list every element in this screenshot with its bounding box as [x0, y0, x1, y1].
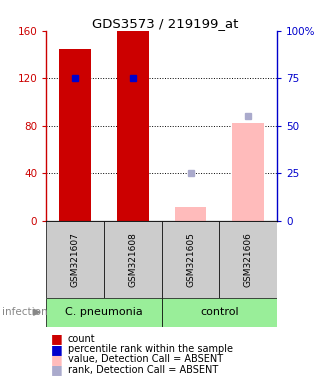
Bar — [104, 221, 162, 298]
Bar — [175, 207, 207, 221]
Text: GSM321607: GSM321607 — [71, 232, 80, 286]
Text: GSM321606: GSM321606 — [244, 232, 253, 286]
Bar — [46, 221, 104, 298]
Text: ■: ■ — [51, 353, 63, 366]
Text: value, Detection Call = ABSENT: value, Detection Call = ABSENT — [68, 354, 223, 364]
Text: GDS3573 / 219199_at: GDS3573 / 219199_at — [92, 17, 238, 30]
Text: control: control — [200, 307, 239, 318]
Text: percentile rank within the sample: percentile rank within the sample — [68, 344, 233, 354]
Bar — [232, 123, 264, 221]
Bar — [219, 221, 277, 298]
Text: rank, Detection Call = ABSENT: rank, Detection Call = ABSENT — [68, 365, 218, 375]
Text: ■: ■ — [51, 343, 63, 356]
Bar — [162, 221, 219, 298]
Text: GSM321608: GSM321608 — [128, 232, 137, 286]
Text: ■: ■ — [51, 332, 63, 345]
Text: C. pneumonia: C. pneumonia — [65, 307, 143, 318]
Text: ■: ■ — [51, 363, 63, 376]
Text: infection: infection — [2, 307, 47, 317]
Text: count: count — [68, 334, 95, 344]
Bar — [59, 48, 91, 221]
Bar — [46, 298, 162, 327]
Bar — [162, 298, 277, 327]
Text: GSM321605: GSM321605 — [186, 232, 195, 286]
Bar — [117, 31, 149, 221]
